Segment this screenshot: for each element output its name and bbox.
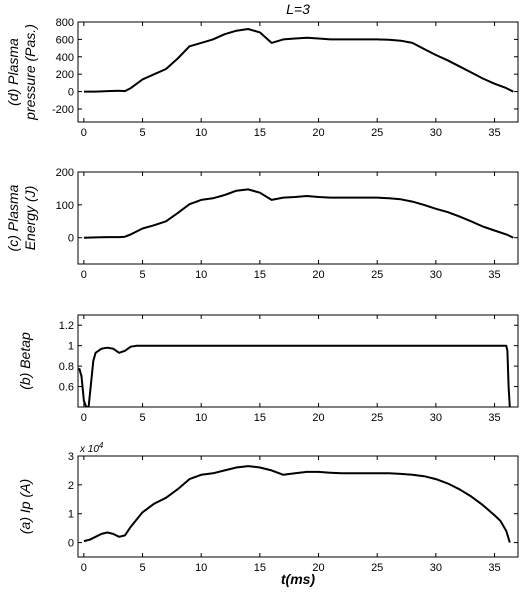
x-tick-label: 5 xyxy=(139,562,145,574)
y-tick-label: 200 xyxy=(56,69,74,81)
y-axis-label: pressure (Pas.) xyxy=(22,24,38,121)
x-tick-label: 30 xyxy=(430,412,442,424)
figure-title: L=3 xyxy=(286,1,310,17)
x-tick-label: 25 xyxy=(371,127,383,139)
series-line xyxy=(78,344,511,407)
x-tick-label: 15 xyxy=(254,269,266,281)
y-axis-label: (b) Betap xyxy=(17,332,33,390)
x-tick-label: 15 xyxy=(254,562,266,574)
plot-frame xyxy=(77,171,519,265)
x-tick-label: 20 xyxy=(312,412,324,424)
x-tick-label: 35 xyxy=(488,562,500,574)
y-tick-label: 1 xyxy=(68,341,74,353)
series-line xyxy=(83,465,511,543)
x-tick-label: 20 xyxy=(312,127,324,139)
x-tick-label: 20 xyxy=(312,562,324,574)
y-tick-label: 800 xyxy=(56,17,74,29)
x-tick-label: 5 xyxy=(139,269,145,281)
y-tick-label: 1 xyxy=(68,509,74,521)
y-tick-label: 0 xyxy=(68,538,74,550)
x-axis-label: t(ms) xyxy=(281,571,316,587)
panel-b-betap: 0 5 10 15 20 25 30 35 0.6 0.8 1 1.2 (b) Betap xyxy=(17,314,519,424)
x-tick-label: 0 xyxy=(81,562,87,574)
panel-a-ip: 0 5 10 15 20 25 30 35 0 1 2 3 x 104 (a) Ip (A) xyxy=(17,441,519,574)
x-tick-label: 0 xyxy=(81,412,87,424)
x-tick-label: 35 xyxy=(488,269,500,281)
y-tick-label: 400 xyxy=(56,52,74,64)
x-tick-label: 10 xyxy=(195,127,207,139)
panel-d-plasma-pressure: 0 5 10 15 20 25 30 35 -200 0 200 400 600 800 (d) Plasm… xyxy=(5,17,519,139)
y-multiplier-base: x 10 xyxy=(79,444,99,455)
x-tick-label: 15 xyxy=(254,412,266,424)
x-tick-label: 0 xyxy=(81,127,87,139)
x-tick-label: 35 xyxy=(488,127,500,139)
plot-frame xyxy=(77,21,519,123)
y-tick-label: 600 xyxy=(56,34,74,46)
y-tick-label: 2 xyxy=(68,480,74,492)
panel-c-plasma-energy: 0 5 10 15 20 25 30 35 0 100 200 (c) Plasma Energy (J… xyxy=(5,167,519,281)
y-axis-label: (a) Ip (A) xyxy=(17,479,33,534)
y-tick-label: 0 xyxy=(68,233,74,245)
x-tick-label: 30 xyxy=(430,127,442,139)
y-tick-label: 0 xyxy=(68,87,74,99)
y-tick-label: 100 xyxy=(56,200,74,212)
x-tick-label: 20 xyxy=(312,269,324,281)
y-tick-label: 200 xyxy=(56,167,74,179)
x-tick-label: 25 xyxy=(371,412,383,424)
x-tick-label: 35 xyxy=(488,412,500,424)
x-tick-label: 0 xyxy=(81,269,87,281)
y-tick-label: 1.2 xyxy=(59,320,74,332)
x-tick-label: 25 xyxy=(371,269,383,281)
y-axis-label: Energy (J) xyxy=(22,186,38,251)
y-axis-label: (d) Plasma xyxy=(5,38,21,106)
x-tick-label: 10 xyxy=(195,269,207,281)
plot-frame xyxy=(77,314,519,408)
y-tick-label: 0.6 xyxy=(59,382,74,394)
y-tick-label: -200 xyxy=(52,104,74,116)
x-tick-label: 5 xyxy=(139,127,145,139)
y-multiplier: x 104 xyxy=(79,441,104,455)
x-tick-label: 10 xyxy=(195,562,207,574)
series-line xyxy=(83,28,514,93)
x-tick-label: 15 xyxy=(254,127,266,139)
series-line xyxy=(83,188,514,239)
plot-frame xyxy=(77,455,519,558)
x-tick-label: 5 xyxy=(139,412,145,424)
y-axis-label: (c) Plasma xyxy=(5,184,21,251)
x-tick-label: 10 xyxy=(195,412,207,424)
x-tick-label: 25 xyxy=(371,562,383,574)
y-tick-label: 0.8 xyxy=(59,361,74,373)
y-multiplier-exponent: 4 xyxy=(99,441,104,450)
y-tick-label: 3 xyxy=(68,451,74,463)
x-tick-label: 30 xyxy=(430,269,442,281)
x-tick-label: 30 xyxy=(430,562,442,574)
